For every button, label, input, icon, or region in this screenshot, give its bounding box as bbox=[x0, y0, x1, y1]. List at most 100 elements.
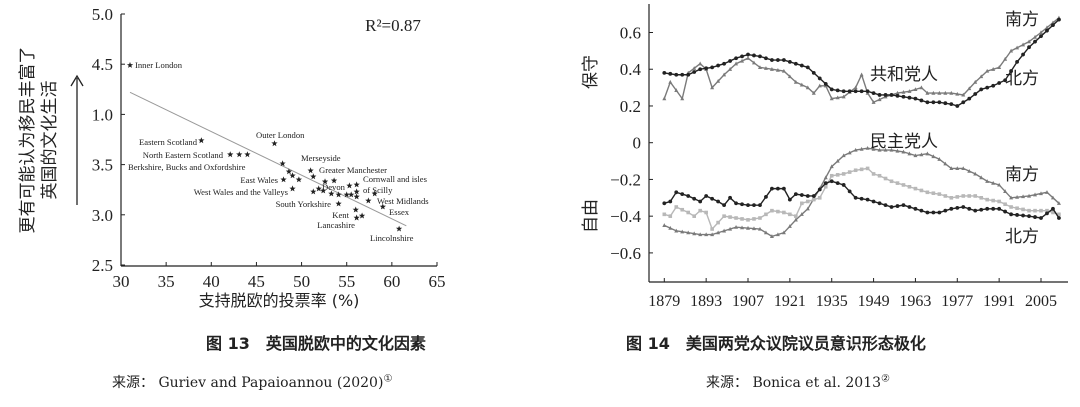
data-point bbox=[310, 173, 317, 180]
data-point bbox=[692, 214, 696, 218]
y-tick-label: 4.5 bbox=[92, 55, 113, 74]
data-point bbox=[716, 63, 721, 68]
data-point bbox=[662, 96, 667, 101]
data-point bbox=[901, 149, 906, 154]
data-point bbox=[746, 52, 750, 57]
data-point bbox=[997, 81, 1002, 85]
data-point bbox=[829, 179, 834, 184]
point-label: Eastern Scotland bbox=[139, 137, 198, 147]
data-point bbox=[997, 65, 1002, 69]
y-tick-label: 5.0 bbox=[92, 5, 113, 24]
data-point bbox=[734, 61, 739, 66]
point-label: Kent bbox=[332, 210, 349, 220]
data-point bbox=[710, 85, 715, 90]
data-point bbox=[859, 196, 864, 201]
data-point bbox=[973, 79, 978, 84]
data-point bbox=[769, 234, 774, 238]
data-point bbox=[865, 197, 870, 202]
data-point bbox=[734, 201, 738, 206]
data-point bbox=[365, 197, 372, 204]
data-point bbox=[740, 225, 745, 230]
data-point bbox=[668, 71, 673, 76]
data-point bbox=[985, 179, 990, 183]
data-point bbox=[674, 88, 679, 92]
data-point bbox=[973, 208, 978, 213]
data-point bbox=[704, 210, 708, 215]
data-point bbox=[1039, 216, 1043, 220]
data-point bbox=[335, 200, 342, 207]
data-point bbox=[883, 176, 888, 181]
data-point bbox=[692, 196, 697, 201]
data-point bbox=[847, 150, 852, 155]
point-label: Lancashire bbox=[317, 220, 355, 230]
data-point bbox=[841, 89, 846, 94]
data-point bbox=[823, 175, 828, 180]
data-point bbox=[805, 194, 810, 198]
data-point bbox=[925, 210, 930, 215]
data-point bbox=[662, 223, 667, 227]
data-point bbox=[865, 166, 870, 171]
source-label: 来源： bbox=[706, 375, 748, 391]
data-point bbox=[877, 97, 882, 102]
point-label: East Wales bbox=[240, 175, 278, 185]
data-point bbox=[925, 151, 930, 156]
point-label: Devon bbox=[322, 182, 346, 192]
data-point bbox=[817, 76, 822, 81]
data-point bbox=[1015, 213, 1019, 217]
data-point bbox=[865, 146, 870, 150]
data-point bbox=[823, 82, 828, 86]
data-point bbox=[1021, 52, 1025, 57]
data-point bbox=[853, 85, 858, 90]
data-point bbox=[841, 172, 846, 176]
data-point bbox=[757, 65, 762, 69]
data-point bbox=[913, 87, 918, 92]
data-point bbox=[955, 195, 960, 199]
data-point bbox=[931, 210, 936, 215]
y-axis-arrow-icon bbox=[70, 74, 84, 87]
data-point bbox=[746, 56, 751, 60]
data-point bbox=[967, 86, 972, 91]
data-point bbox=[722, 72, 727, 77]
data-point bbox=[799, 82, 804, 87]
data-point bbox=[1044, 25, 1049, 30]
data-point bbox=[865, 89, 870, 94]
data-point bbox=[853, 147, 858, 152]
data-point bbox=[716, 199, 721, 204]
data-point bbox=[793, 79, 798, 84]
data-point bbox=[1033, 192, 1038, 197]
data-point bbox=[937, 192, 942, 196]
data-point bbox=[997, 206, 1002, 211]
data-point bbox=[799, 212, 804, 216]
data-point bbox=[800, 201, 804, 206]
data-point bbox=[704, 232, 709, 237]
data-point bbox=[662, 212, 667, 217]
data-point bbox=[889, 179, 894, 184]
data-point bbox=[698, 199, 703, 204]
data-point bbox=[1021, 42, 1026, 47]
data-point bbox=[698, 61, 703, 66]
data-point bbox=[746, 218, 750, 222]
data-point bbox=[781, 68, 786, 73]
data-point bbox=[1003, 209, 1008, 214]
data-point bbox=[289, 185, 296, 192]
data-point bbox=[674, 72, 679, 77]
data-point bbox=[1051, 210, 1055, 215]
y-tick-label: 0.2 bbox=[620, 97, 641, 116]
data-point bbox=[787, 224, 792, 228]
data-point bbox=[919, 188, 924, 193]
data-point bbox=[353, 214, 360, 221]
y-tick-label: 0.4 bbox=[620, 60, 642, 79]
data-point bbox=[1015, 206, 1019, 211]
x-tick-label: 1921 bbox=[774, 293, 806, 310]
data-point bbox=[901, 183, 906, 187]
y-tick-label: 3.5 bbox=[92, 156, 113, 175]
data-point bbox=[991, 67, 996, 71]
data-point bbox=[895, 148, 900, 153]
data-point bbox=[973, 171, 978, 176]
figure-13-source: 来源： Guriev and Papaioannou (2020)① bbox=[112, 372, 392, 392]
data-point bbox=[722, 214, 726, 218]
data-point bbox=[764, 56, 768, 61]
data-point bbox=[889, 147, 894, 152]
data-point bbox=[751, 226, 756, 231]
data-point bbox=[955, 91, 960, 96]
